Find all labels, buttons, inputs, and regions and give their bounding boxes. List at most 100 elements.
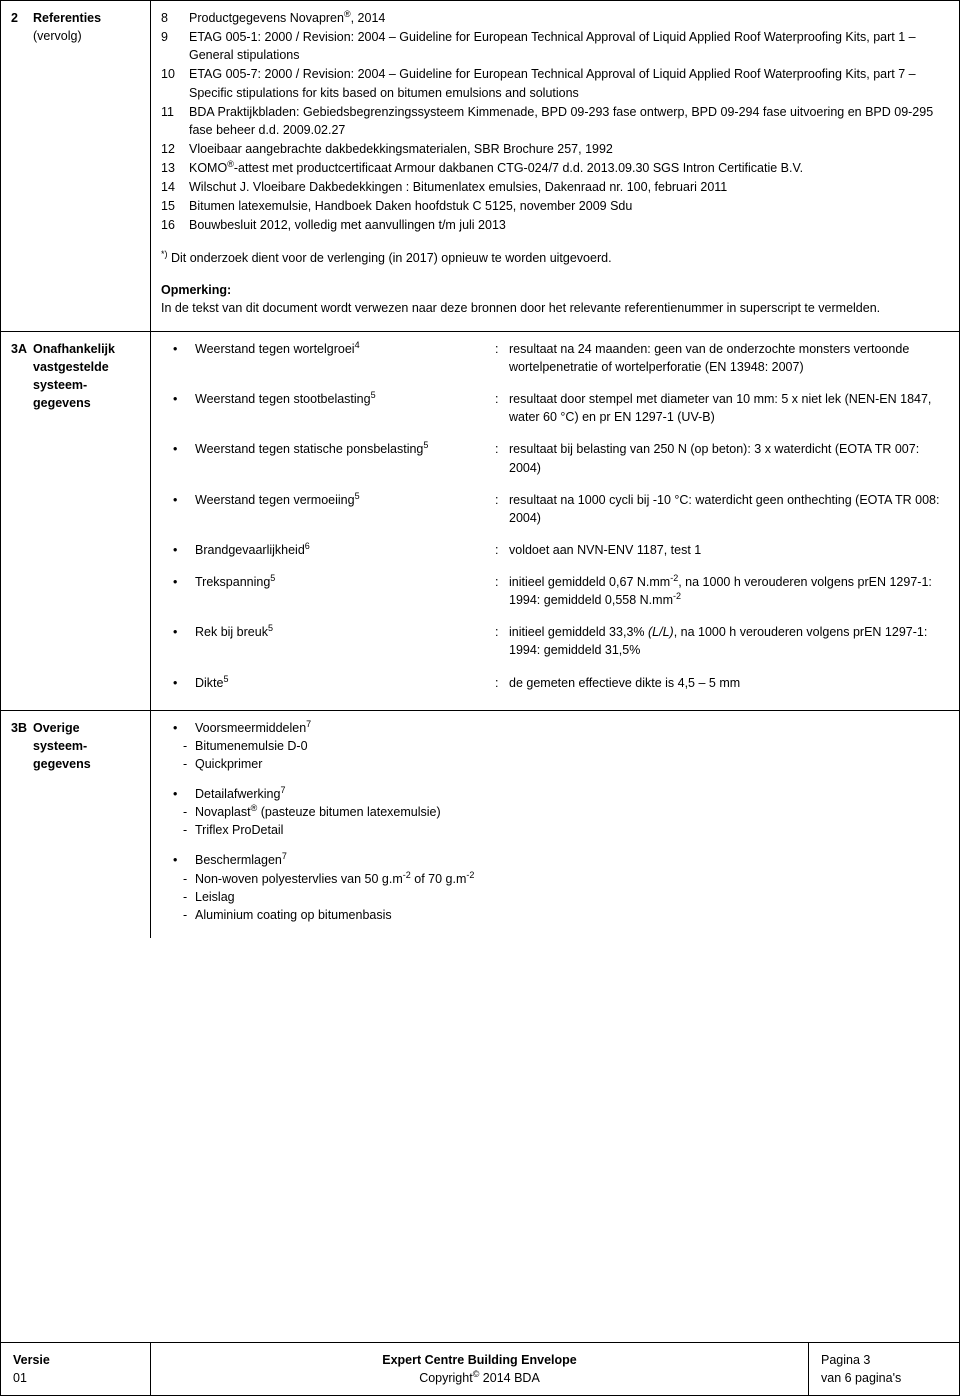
group-header: • Voorsmeermiddelen7 (161, 719, 943, 737)
colon: : (495, 541, 509, 559)
property-label: Trekspanning5 (195, 573, 495, 609)
ref-row: 15 Bitumen latexemulsie, Handboek Daken … (161, 197, 943, 215)
section-label: 2Referenties (vervolg) (1, 1, 151, 331)
ref-text: ETAG 005-7: 2000 / Revision: 2004 – Guid… (189, 65, 943, 101)
bullet-icon: • (161, 541, 195, 559)
section-3a-body: • Weerstand tegen wortelgroei4 : resulta… (151, 332, 959, 710)
property-result: voldoet aan NVN-ENV 1187, test 1 (509, 541, 943, 559)
section-number: 3A (11, 340, 33, 358)
property-result: initieel gemiddeld 0,67 N.mm-2, na 1000 … (509, 573, 943, 609)
group-label: Voorsmeermiddelen7 (195, 719, 311, 737)
group-label: Beschermlagen7 (195, 851, 287, 869)
footer-center: Expert Centre Building Envelope Copyrigh… (151, 1343, 809, 1395)
section-referenties: 2Referenties (vervolg) 8 Productgegevens… (1, 1, 959, 332)
remark-block: Opmerking: In de tekst van dit document … (161, 281, 943, 317)
ref-num: 12 (161, 140, 189, 158)
references-body: 8 Productgegevens Novapren®, 2014 9 ETAG… (151, 1, 959, 331)
property-result: resultaat bij belasting van 250 N (op be… (509, 440, 943, 476)
ref-text: Bitumen latexemulsie, Handboek Daken hoo… (189, 197, 943, 215)
property-row: • Weerstand tegen stootbelasting5 : resu… (161, 390, 943, 426)
section-number: 2 (11, 9, 33, 27)
bullet-icon: • (161, 719, 195, 737)
section-subtitle: (vervolg) (33, 29, 82, 43)
ref-num: 10 (161, 65, 189, 101)
ref-row: 11 BDA Praktijkbladen: Gebiedsbegrenzing… (161, 103, 943, 139)
ref-num: 11 (161, 103, 189, 139)
colon: : (495, 340, 509, 376)
bullet-icon: • (161, 390, 195, 426)
section-number: 3B (11, 719, 33, 737)
colon: : (495, 623, 509, 659)
group-header: • Detailafwerking7 (161, 785, 943, 803)
ref-num: 8 (161, 9, 189, 27)
group-label: Detailafwerking7 (195, 785, 285, 803)
property-label: Rek bij breuk5 (195, 623, 495, 659)
ref-text: ETAG 005-1: 2000 / Revision: 2004 – Guid… (189, 28, 943, 64)
dash-icon: - (161, 803, 195, 821)
ref-text: KOMO®-attest met productcertificaat Armo… (189, 159, 943, 177)
sub-item: -Bitumenemulsie D-0 (161, 737, 943, 755)
ref-row: 13 KOMO®-attest met productcertificaat A… (161, 159, 943, 177)
ref-num: 16 (161, 216, 189, 234)
version-label: Versie (13, 1353, 50, 1367)
ref-row: 14 Wilschut J. Vloeibare Dakbedekkingen … (161, 178, 943, 196)
ref-num: 15 (161, 197, 189, 215)
property-result: de gemeten effectieve dikte is 4,5 – 5 m… (509, 674, 943, 692)
dash-icon: - (161, 821, 195, 839)
ref-text: Wilschut J. Vloeibare Dakbedekkingen : B… (189, 178, 943, 196)
sub-item: -Triflex ProDetail (161, 821, 943, 839)
section-label: 3AOnafhankelijk vastgestelde systeem- ge… (1, 332, 151, 710)
dash-icon: - (161, 870, 195, 888)
footer-title: Expert Centre Building Envelope (382, 1353, 576, 1367)
property-row: • Weerstand tegen vermoeiing5 : resultaa… (161, 491, 943, 527)
section-3b-body: • Voorsmeermiddelen7 -Bitumenemulsie D-0… (151, 711, 959, 938)
colon: : (495, 390, 509, 426)
ref-text: BDA Praktijkbladen: Gebiedsbegrenzingssy… (189, 103, 943, 139)
colon: : (495, 440, 509, 476)
page-number: Pagina 3 (821, 1353, 870, 1367)
copyright-text: Copyright (419, 1371, 473, 1385)
footnote: *) Dit onderzoek dient voor de verlengin… (161, 249, 943, 267)
colon: : (495, 674, 509, 692)
ref-text: Vloeibaar aangebrachte dakbedekkingsmate… (189, 140, 943, 158)
colon: : (495, 491, 509, 527)
property-result: resultaat na 24 maanden: geen van de ond… (509, 340, 943, 376)
ref-row: 12 Vloeibaar aangebrachte dakbedekkingsm… (161, 140, 943, 158)
ref-row: 16 Bouwbesluit 2012, volledig met aanvul… (161, 216, 943, 234)
sub-item: -Aluminium coating op bitumenbasis (161, 906, 943, 924)
page-footer: Versie 01 Expert Centre Building Envelop… (1, 1342, 959, 1395)
remark-text: In de tekst van dit document wordt verwe… (161, 299, 943, 317)
property-label: Dikte5 (195, 674, 495, 692)
property-label: Weerstand tegen stootbelasting5 (195, 390, 495, 426)
ref-text: Productgegevens Novapren®, 2014 (189, 9, 943, 27)
dash-icon: - (161, 755, 195, 773)
property-label: Weerstand tegen wortelgroei4 (195, 340, 495, 376)
sub-item: -Quickprimer (161, 755, 943, 773)
property-result: resultaat door stempel met diameter van … (509, 390, 943, 426)
bullet-icon: • (161, 573, 195, 609)
footnote-sym: *) (161, 248, 168, 258)
ref-row: 8 Productgegevens Novapren®, 2014 (161, 9, 943, 27)
property-row: • Weerstand tegen wortelgroei4 : resulta… (161, 340, 943, 376)
ref-row: 10 ETAG 005-7: 2000 / Revision: 2004 – G… (161, 65, 943, 101)
property-row: • Weerstand tegen statische ponsbelastin… (161, 440, 943, 476)
ref-text: Bouwbesluit 2012, volledig met aanvullin… (189, 216, 943, 234)
page-total: van 6 pagina's (821, 1371, 901, 1385)
bullet-icon: • (161, 785, 195, 803)
property-label: Weerstand tegen vermoeiing5 (195, 491, 495, 527)
dash-icon: - (161, 888, 195, 906)
dash-icon: - (161, 737, 195, 755)
section-3b: 3BOverige systeem- gegevens • Voorsmeerm… (1, 711, 959, 938)
sub-item: -Non-woven polyestervlies van 50 g.m-2 o… (161, 870, 943, 888)
property-result: resultaat na 1000 cycli bij -10 °C: wate… (509, 491, 943, 527)
property-row: • Trekspanning5 : initieel gemiddeld 0,6… (161, 573, 943, 609)
section-3a: 3AOnafhankelijk vastgestelde systeem- ge… (1, 332, 959, 711)
footer-page: Pagina 3 van 6 pagina's (809, 1343, 959, 1395)
property-result: initieel gemiddeld 33,3% (L/L), na 1000 … (509, 623, 943, 659)
dash-icon: - (161, 906, 195, 924)
bullet-icon: • (161, 674, 195, 692)
ref-num: 14 (161, 178, 189, 196)
group-header: • Beschermlagen7 (161, 851, 943, 869)
bullet-icon: • (161, 623, 195, 659)
bullet-icon: • (161, 340, 195, 376)
